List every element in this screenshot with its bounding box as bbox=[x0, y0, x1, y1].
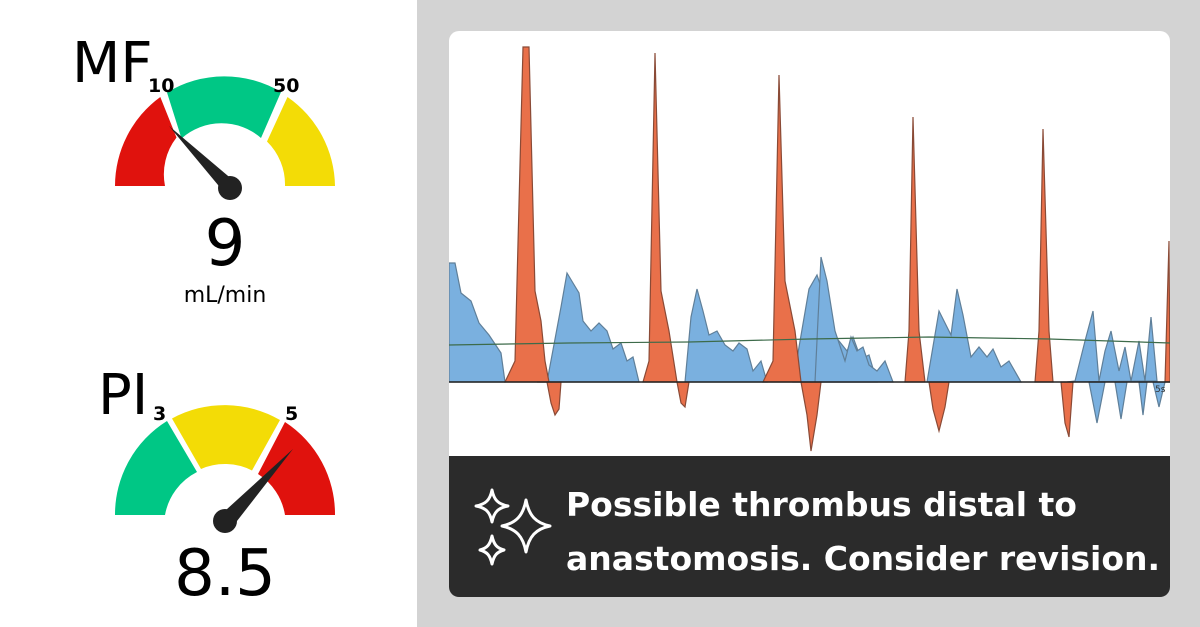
gauges-graphic bbox=[114, 76, 336, 533]
alert-line-1: Possible thrombus distal to bbox=[566, 485, 1077, 524]
flow-waveform: 5s bbox=[449, 46, 1170, 452]
pi-gauge-low-band bbox=[114, 421, 197, 515]
waveform-pulse-regions bbox=[504, 46, 1170, 452]
waveform-flow-regions bbox=[449, 256, 1158, 383]
waveform-reverse-flow bbox=[1088, 381, 1166, 424]
mf-gauge-needle bbox=[169, 126, 234, 197]
pi-gauge-mid-band bbox=[172, 405, 280, 471]
waveform-mean-line bbox=[449, 336, 1170, 346]
mf-gauge-high-band bbox=[267, 97, 335, 186]
mf-gauge-title: MF bbox=[72, 31, 153, 96]
pi-gauge-tick-low: 3 bbox=[153, 403, 167, 425]
mf-gauge-tick-high: 50 bbox=[273, 75, 300, 97]
waveform-axis-tick: 5s bbox=[1155, 385, 1166, 395]
pi-gauge bbox=[114, 405, 336, 533]
mf-gauge-mid-band bbox=[167, 76, 281, 139]
mf-gauge-unit: mL/min bbox=[183, 283, 267, 308]
pi-gauge-title: PI bbox=[98, 363, 149, 428]
mf-gauge-value: 9 bbox=[204, 207, 246, 281]
pi-gauge-tick-high: 5 bbox=[285, 403, 299, 425]
sparkle-icon bbox=[474, 488, 552, 566]
mf-gauge-tick-low: 10 bbox=[148, 75, 175, 97]
alert-banner bbox=[449, 456, 1170, 597]
mf-gauge bbox=[114, 76, 335, 200]
pi-gauge-value: 8.5 bbox=[174, 537, 276, 611]
mf-gauge-hub bbox=[218, 176, 242, 200]
pi-gauge-high-band bbox=[258, 422, 336, 515]
alert-message: Possible thrombus distal to anastomosis.… bbox=[566, 478, 1176, 586]
pi-gauge-hub bbox=[213, 509, 237, 533]
alert-line-2: anastomosis. Consider revision. bbox=[566, 539, 1161, 578]
mf-gauge-low-band bbox=[114, 97, 177, 186]
pi-gauge-needle bbox=[215, 449, 293, 530]
